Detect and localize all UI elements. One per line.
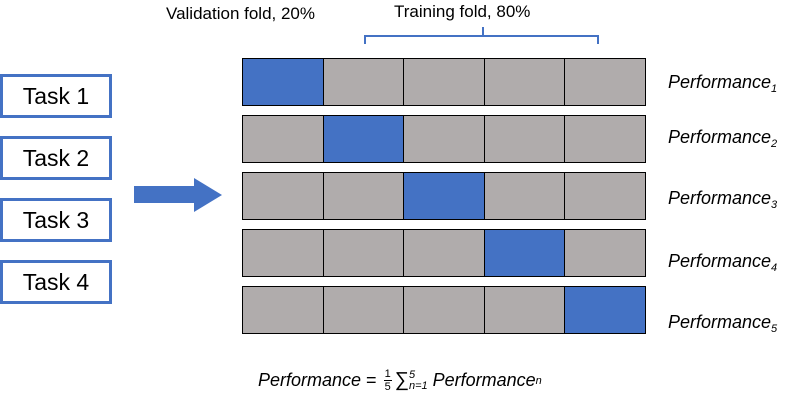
performance-text: Performance [668, 251, 772, 271]
task-label: Task 2 [22, 144, 90, 171]
performance-label-3: Performance3 [668, 187, 777, 216]
training-fold-cell [323, 59, 405, 105]
summation-lower: n=1 [408, 379, 428, 392]
training-fold-cell [243, 230, 324, 276]
performance-label-1: Performance1 [668, 71, 777, 100]
formula-term: Performance [432, 370, 536, 390]
task-box-2: Task 2 [0, 136, 112, 180]
formula-equals: = [366, 370, 377, 390]
performance-subscript: 4 [771, 262, 778, 274]
training-fold-cell [243, 173, 324, 219]
performance-label-5: Performance5 [668, 311, 777, 340]
validation-fold-label: Validation fold, 20% [166, 4, 316, 23]
performance-text: Performance [668, 188, 772, 208]
training-fold-cell [565, 173, 645, 219]
sigma-icon: ∑ [394, 369, 409, 391]
training-fold-cell [484, 116, 566, 162]
training-fold-cell [404, 116, 485, 162]
fold-row-3 [242, 172, 646, 220]
task-label: Task 3 [22, 206, 90, 233]
validation-fold-cell [404, 173, 485, 219]
validation-fold-cell [243, 59, 324, 105]
training-fold-cell [484, 173, 566, 219]
performance-formula: Performance = 1 5 ∑ 5 n=1 Performance n [258, 368, 542, 393]
performance-subscript: 5 [771, 323, 778, 335]
task-box-4: Task 4 [0, 260, 112, 304]
fold-row-5 [242, 286, 646, 334]
validation-fold-cell [565, 287, 645, 333]
fold-row-4 [242, 229, 646, 277]
performance-subscript: 3 [771, 199, 778, 211]
validation-fold-cell [323, 116, 405, 162]
training-fold-cell [404, 230, 485, 276]
training-fold-cell [404, 287, 485, 333]
performance-subscript: 2 [771, 138, 778, 150]
fraction-denominator: 5 [384, 381, 391, 393]
formula-fraction: 1 5 [383, 368, 392, 393]
training-fold-cell [565, 230, 645, 276]
training-fold-cell [243, 287, 324, 333]
training-fold-cell [243, 116, 324, 162]
performance-label-2: Performance2 [668, 126, 777, 155]
task-label: Task 1 [22, 82, 90, 109]
formula-term-subscript: n [535, 374, 542, 387]
performance-text: Performance [668, 127, 772, 147]
fraction-numerator: 1 [383, 368, 392, 381]
right-arrow-icon [134, 178, 222, 212]
task-label: Task 4 [22, 268, 90, 295]
training-fold-cell [565, 59, 645, 105]
summation-limits: 5 n=1 [408, 368, 428, 392]
training-fold-label: Training fold, 80% [394, 2, 531, 21]
training-fold-cell [323, 230, 405, 276]
training-fold-cell [565, 116, 645, 162]
performance-label-4: Performance4 [668, 250, 777, 279]
task-box-3: Task 3 [0, 198, 112, 242]
training-fold-cell [484, 287, 566, 333]
fold-row-2 [242, 115, 646, 163]
performance-subscript: 1 [771, 83, 778, 95]
training-fold-cell [484, 59, 566, 105]
training-fold-cell [404, 59, 485, 105]
fold-row-1 [242, 58, 646, 106]
training-fold-cell [323, 287, 405, 333]
summation-upper: 5 [408, 368, 416, 381]
performance-text: Performance [668, 72, 772, 92]
training-brace [364, 27, 599, 44]
task-box-1: Task 1 [0, 74, 112, 118]
performance-text: Performance [668, 312, 772, 332]
formula-lhs: Performance [258, 370, 362, 390]
validation-fold-cell [484, 230, 566, 276]
training-fold-cell [323, 173, 405, 219]
